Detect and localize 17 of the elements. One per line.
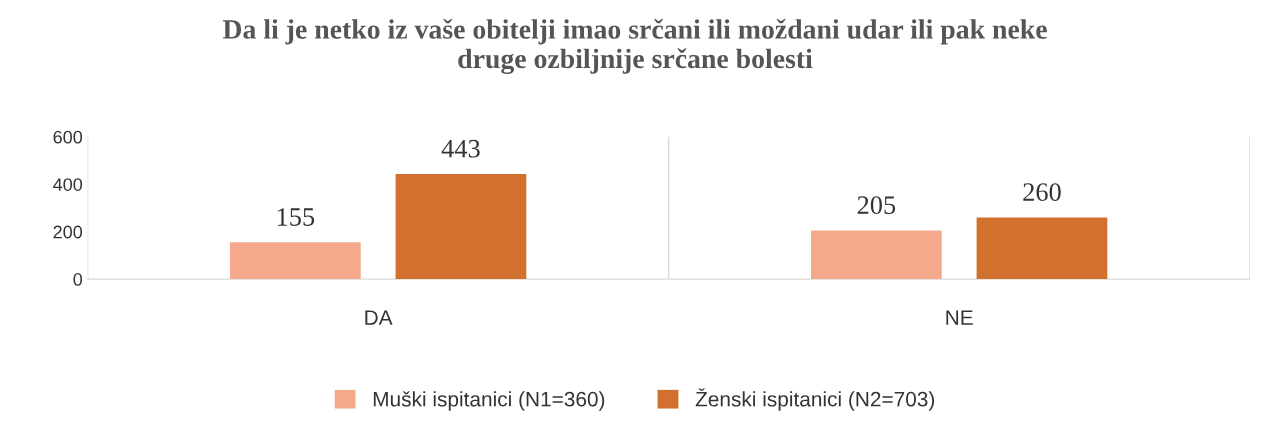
y-tick-label: 0 [73,273,83,286]
data-label: 155 [277,208,315,226]
data-label: 260 [1023,183,1061,201]
x-tick-label: DA [365,310,393,325]
legend-label: Ženski ispitanici (N2=703) [695,388,935,411]
bar [395,174,527,280]
data-label: 205 [857,196,896,215]
data-label: 443 [441,139,480,158]
x-tick-label: NE [946,310,973,325]
y-tick-label: 200 [53,225,83,239]
y-tick-label: 600 [53,130,83,144]
bar [811,230,942,280]
chart-title: Da li je netko iz vaše obitelji imao srčani ili moždani udar ili pak neke druge ozbiljnije srčane bolesti [222,18,1047,75]
legend-label: Muški ispitanici (N1=360) [373,391,605,411]
bar [976,217,1108,280]
bar [229,242,361,280]
y-tick-label: 400 [53,178,83,191]
